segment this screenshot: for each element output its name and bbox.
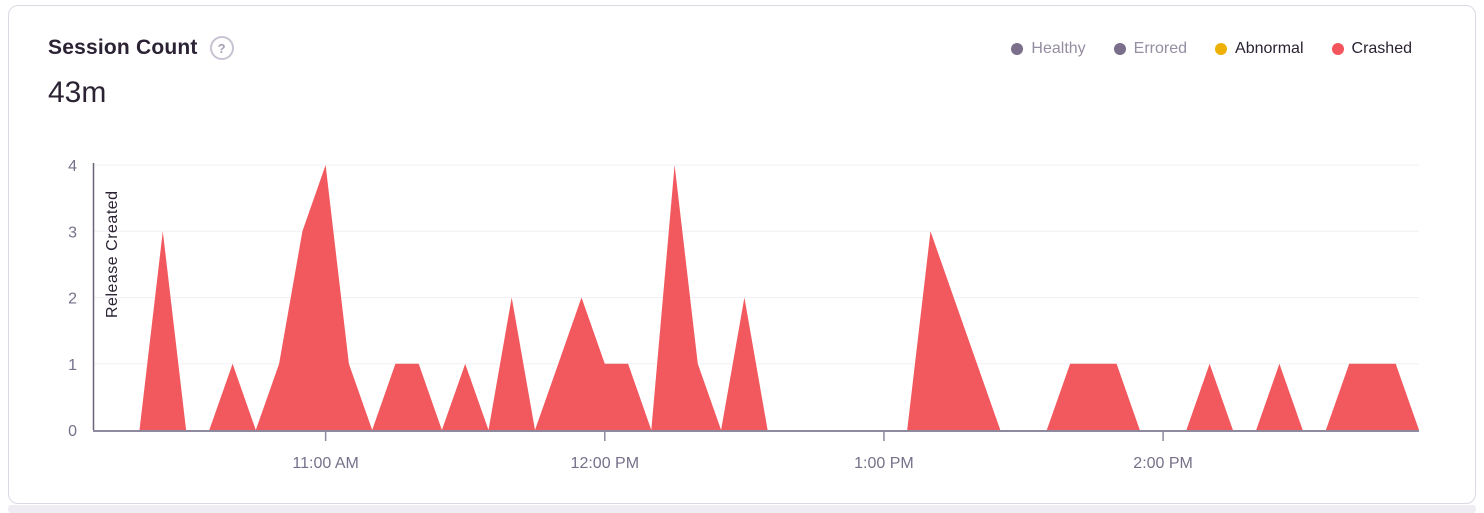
legend-dot-healthy: [1011, 43, 1024, 55]
help-icon[interactable]: ?: [209, 36, 234, 60]
title-row: Session Count ?: [48, 36, 234, 60]
legend-label: Crashed: [1351, 40, 1412, 57]
legend-item-errored[interactable]: Errored: [1113, 40, 1188, 58]
session-total-value: 43m: [48, 76, 107, 109]
x-axis-label: 11:00 AM: [292, 455, 358, 472]
page-title: Session Count: [48, 36, 198, 59]
y-axis-label: 1: [68, 357, 77, 374]
crashed-area-series[interactable]: [93, 165, 1419, 430]
y-axis-label: 0: [68, 423, 77, 440]
legend-dot-abnormal: [1215, 43, 1228, 55]
x-axis-label: 12:00 PM: [571, 455, 639, 472]
release-marker-label: Release Created: [104, 190, 121, 318]
y-axis-label: 2: [68, 291, 77, 308]
legend-item-abnormal[interactable]: Abnormal: [1215, 40, 1304, 58]
legend-label: Healthy: [1031, 40, 1086, 57]
legend-label: Abnormal: [1235, 40, 1304, 57]
legend-item-healthy[interactable]: Healthy: [1011, 40, 1086, 58]
y-axis-label: 3: [68, 224, 77, 241]
legend-label: Errored: [1133, 40, 1188, 57]
legend-item-crashed[interactable]: Crashed: [1331, 40, 1412, 58]
x-axis-label: 2:00 PM: [1133, 455, 1193, 472]
chart-legend: Healthy Errored Abnormal Crashed: [1011, 40, 1412, 58]
next-row-cards-edge: [8, 505, 1476, 513]
legend-dot-errored: [1113, 43, 1126, 55]
x-axis-label: 1:00 PM: [854, 455, 914, 472]
legend-dot-crashed: [1331, 43, 1344, 55]
y-axis-label: 4: [68, 158, 77, 175]
